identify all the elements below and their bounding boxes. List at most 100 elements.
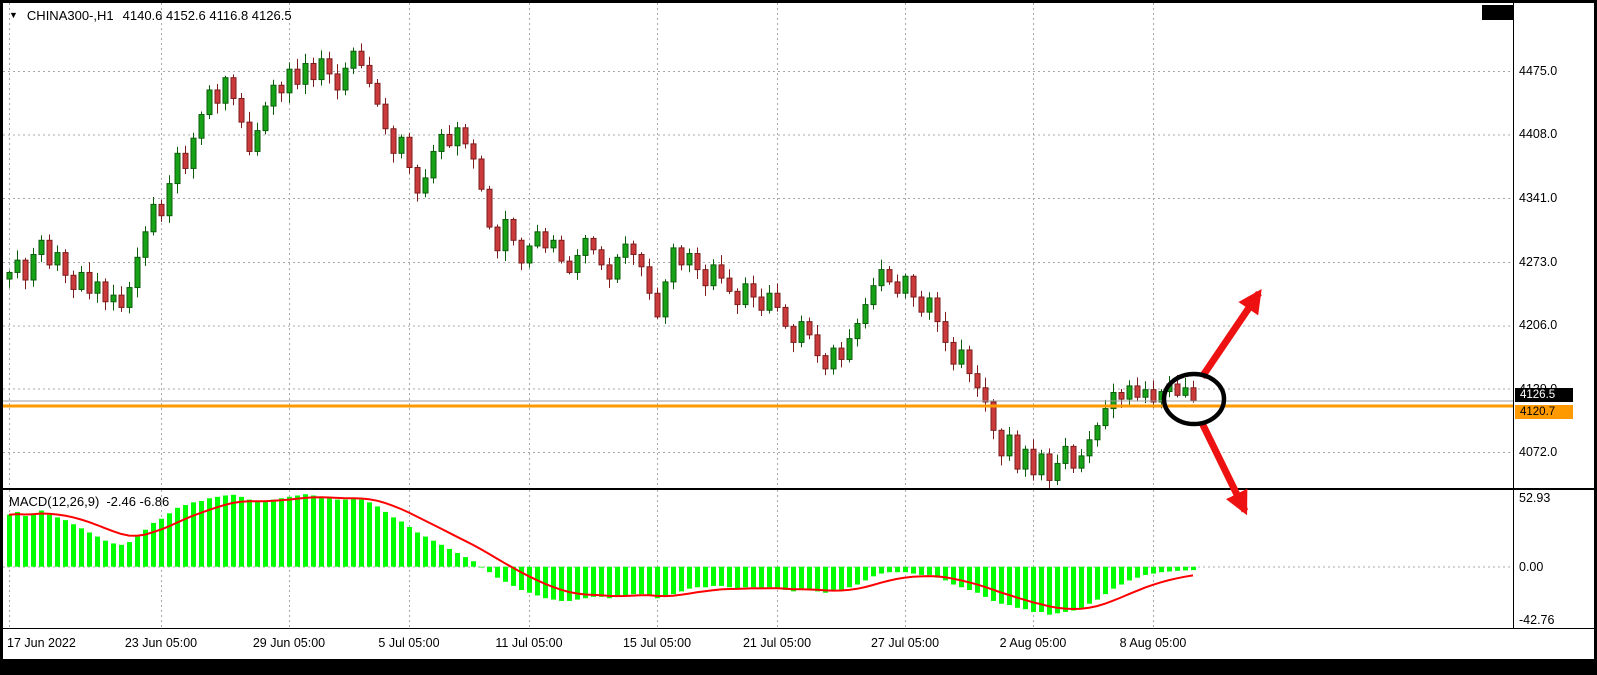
macd-bar bbox=[1151, 566, 1156, 574]
candle bbox=[286, 62, 293, 104]
time-axis[interactable]: 17 Jun 2022 23 Jun 05:00 29 Jun 05:00 5 Jul… bbox=[3, 628, 1594, 659]
macd-values: -2.46 -6.86 bbox=[106, 494, 170, 509]
candle bbox=[526, 243, 533, 268]
chart-plot-area[interactable]: ▼ CHINA300-,H1 4140.6 4152.6 4116.8 4126… bbox=[3, 3, 1513, 628]
candle bbox=[1142, 381, 1149, 404]
time-tick-label: 11 Jul 05:00 bbox=[495, 636, 563, 650]
bid-price-tag: 4126.5 bbox=[1515, 387, 1573, 402]
macd-bar bbox=[1111, 566, 1116, 589]
macd-bar bbox=[1055, 566, 1060, 614]
macd-bar bbox=[479, 566, 484, 568]
candle bbox=[710, 259, 717, 291]
candle bbox=[1086, 430, 1093, 464]
candle bbox=[166, 175, 173, 223]
macd-bar bbox=[1183, 566, 1188, 571]
macd-bar bbox=[887, 566, 892, 573]
macd-bar bbox=[95, 536, 100, 567]
candle bbox=[758, 288, 765, 317]
macd-bar bbox=[199, 500, 204, 567]
candle bbox=[206, 85, 213, 120]
macd-bar bbox=[615, 566, 620, 597]
macd-bar bbox=[1167, 566, 1172, 572]
candle bbox=[1062, 437, 1069, 470]
macd-bar bbox=[879, 566, 884, 574]
candle bbox=[470, 139, 477, 169]
macd-bar bbox=[687, 566, 692, 589]
macd-bar bbox=[247, 499, 252, 567]
candle bbox=[910, 274, 917, 307]
candle bbox=[862, 297, 869, 329]
price-tick-label: 4273.0 bbox=[1519, 255, 1558, 270]
candle bbox=[1070, 444, 1077, 474]
candle bbox=[854, 318, 861, 347]
candle bbox=[134, 247, 141, 298]
candle bbox=[966, 345, 973, 383]
macd-bar bbox=[271, 499, 276, 567]
candle bbox=[462, 123, 469, 149]
macd-panel[interactable] bbox=[3, 490, 1513, 627]
symbol-timeframe-label: CHINA300-,H1 bbox=[26, 8, 114, 23]
candle bbox=[678, 245, 685, 271]
candle bbox=[510, 217, 517, 246]
candle bbox=[86, 262, 93, 300]
candle bbox=[350, 47, 357, 75]
candle bbox=[422, 169, 429, 198]
macd-bar bbox=[39, 510, 44, 567]
macd-bar bbox=[599, 566, 604, 597]
macd-bar bbox=[991, 566, 996, 601]
macd-bar bbox=[711, 566, 716, 586]
macd-bar bbox=[1095, 566, 1100, 600]
macd-bar bbox=[975, 566, 980, 593]
collapse-icon[interactable]: ▼ bbox=[9, 10, 18, 20]
candle bbox=[934, 292, 941, 332]
macd-bar bbox=[735, 566, 740, 589]
price-tick-label: 4341.0 bbox=[1519, 190, 1558, 205]
macd-bar bbox=[647, 566, 652, 596]
macd-bar bbox=[775, 566, 780, 589]
chart-inner: ▼ CHINA300-,H1 4140.6 4152.6 4116.8 4126… bbox=[3, 3, 1594, 659]
macd-bar bbox=[1031, 566, 1036, 612]
candle bbox=[718, 255, 725, 284]
macd-bar bbox=[1015, 566, 1020, 608]
candle bbox=[614, 254, 621, 283]
macd-bar bbox=[1143, 566, 1148, 575]
macd-bar bbox=[871, 566, 876, 577]
macd-bar bbox=[791, 566, 796, 592]
candle bbox=[334, 64, 341, 100]
candle bbox=[726, 269, 733, 295]
macd-bar bbox=[703, 566, 708, 588]
candlestick-panel[interactable] bbox=[3, 3, 1513, 488]
macd-bar bbox=[191, 502, 196, 567]
macd-bar bbox=[143, 529, 148, 567]
macd-bar bbox=[383, 511, 388, 567]
candle bbox=[926, 292, 933, 320]
macd-bar bbox=[895, 566, 900, 573]
price-axis[interactable]: 4126.5 4120.7 4475.0 4408.0 4341.0 4273.0 42… bbox=[1513, 3, 1594, 628]
chart-end-marker bbox=[1482, 5, 1513, 20]
candle bbox=[262, 101, 269, 135]
macd-bar bbox=[71, 524, 76, 567]
macd-bar bbox=[623, 566, 628, 596]
candle bbox=[766, 284, 773, 314]
time-tick-label: 17 Jun 2022 bbox=[7, 636, 76, 650]
macd-bar bbox=[327, 498, 332, 567]
candle bbox=[582, 235, 589, 264]
panel-separator[interactable] bbox=[3, 488, 1594, 490]
macd-bar bbox=[719, 566, 724, 586]
macd-tick-label: 0.00 bbox=[1519, 559, 1544, 574]
macd-name: MACD(12,26,9) bbox=[9, 494, 100, 509]
time-tick-label: 5 Jul 05:00 bbox=[378, 636, 440, 650]
macd-bar bbox=[151, 522, 156, 567]
macd-bar bbox=[407, 526, 412, 567]
candle bbox=[518, 237, 525, 271]
macd-bar bbox=[487, 566, 492, 573]
macd-bar bbox=[239, 496, 244, 567]
macd-bar bbox=[655, 566, 660, 599]
macd-bar bbox=[967, 566, 972, 591]
candle bbox=[246, 111, 253, 156]
macd-bar bbox=[1039, 566, 1044, 612]
candle bbox=[454, 121, 461, 156]
candle bbox=[1190, 380, 1197, 403]
candle bbox=[318, 50, 325, 86]
